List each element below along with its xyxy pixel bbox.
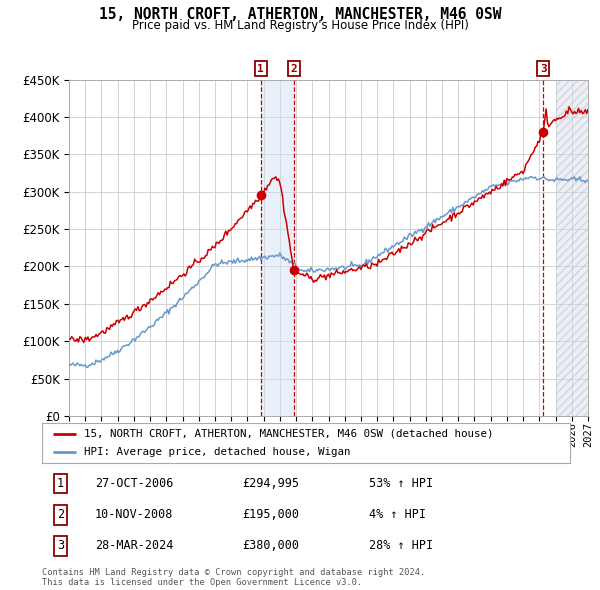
- Text: 27-OCT-2006: 27-OCT-2006: [95, 477, 173, 490]
- Text: 3: 3: [540, 64, 547, 74]
- Text: 10-NOV-2008: 10-NOV-2008: [95, 508, 173, 522]
- Text: HPI: Average price, detached house, Wigan: HPI: Average price, detached house, Wiga…: [84, 447, 351, 457]
- Text: 15, NORTH CROFT, ATHERTON, MANCHESTER, M46 0SW: 15, NORTH CROFT, ATHERTON, MANCHESTER, M…: [99, 7, 501, 22]
- Bar: [261, 80, 294, 416]
- Text: Price paid vs. HM Land Registry's House Price Index (HPI): Price paid vs. HM Land Registry's House …: [131, 19, 469, 32]
- Text: 1: 1: [257, 64, 264, 74]
- Text: 3: 3: [57, 539, 64, 552]
- Text: 28% ↑ HPI: 28% ↑ HPI: [370, 539, 433, 552]
- Text: £195,000: £195,000: [242, 508, 299, 522]
- Text: 1: 1: [57, 477, 64, 490]
- Text: 2: 2: [57, 508, 64, 522]
- Text: 2: 2: [290, 64, 297, 74]
- Bar: [556, 80, 588, 416]
- Text: £380,000: £380,000: [242, 539, 299, 552]
- Text: 28-MAR-2024: 28-MAR-2024: [95, 539, 173, 552]
- Text: 53% ↑ HPI: 53% ↑ HPI: [370, 477, 433, 490]
- Text: £294,995: £294,995: [242, 477, 299, 490]
- Text: Contains HM Land Registry data © Crown copyright and database right 2024.
This d: Contains HM Land Registry data © Crown c…: [42, 568, 425, 587]
- Text: 4% ↑ HPI: 4% ↑ HPI: [370, 508, 427, 522]
- Text: 15, NORTH CROFT, ATHERTON, MANCHESTER, M46 0SW (detached house): 15, NORTH CROFT, ATHERTON, MANCHESTER, M…: [84, 429, 494, 439]
